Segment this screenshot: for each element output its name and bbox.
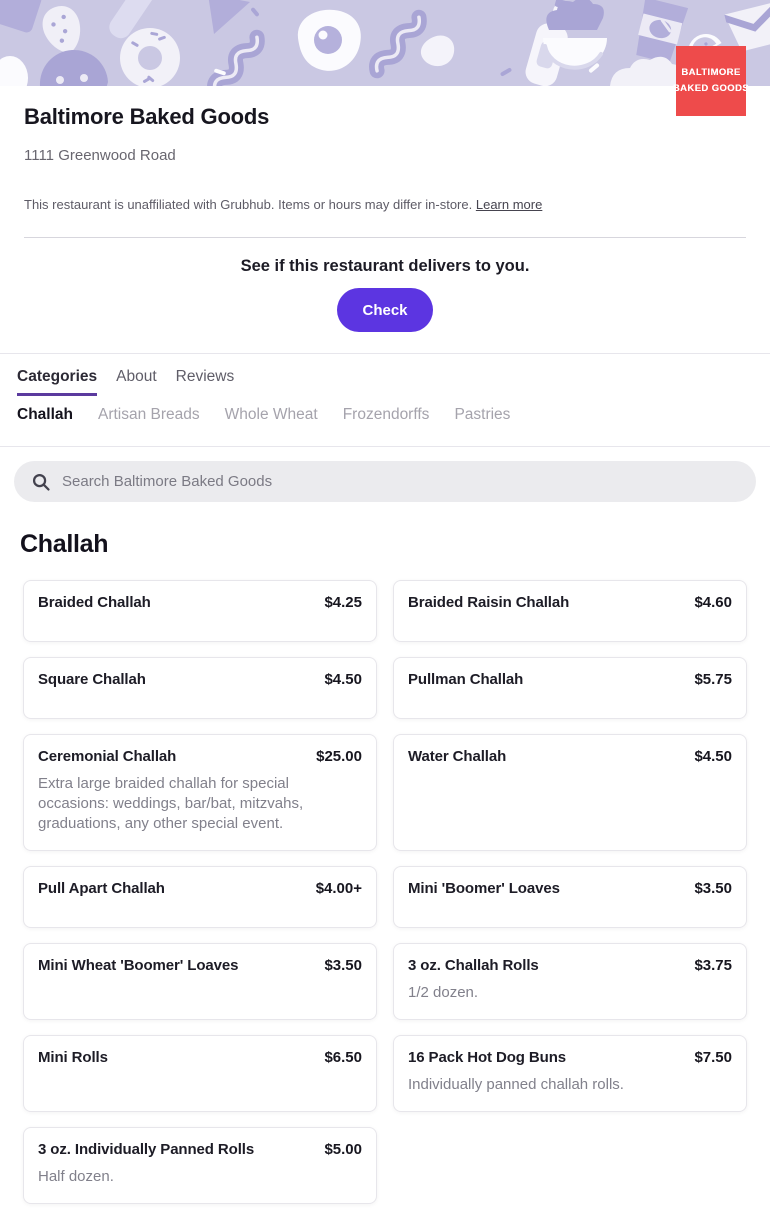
delivery-check-section: See if this restaurant delivers to you. … [0, 257, 770, 353]
menu-item-price: $4.00+ [315, 880, 362, 897]
menu-item-name: Water Challah [408, 748, 507, 765]
page-tabs: Categories About Reviews [0, 354, 770, 396]
menu-item-name: Pull Apart Challah [38, 880, 165, 897]
menu-item-name: 16 Pack Hot Dog Buns [408, 1049, 567, 1066]
check-delivery-button[interactable]: Check [337, 288, 433, 332]
menu-item-description: Individually panned challah rolls. [408, 1076, 624, 1093]
menu-item-name: Mini 'Boomer' Loaves [408, 880, 560, 897]
search-input[interactable] [62, 473, 742, 490]
learn-more-link[interactable]: Learn more [475, 197, 543, 212]
menu-item-card[interactable]: Braided Challah $4.25 [23, 580, 377, 642]
category-tab-pastries[interactable]: Pastries [454, 406, 511, 423]
section-divider-top [0, 353, 770, 354]
menu-item-name: Square Challah [38, 671, 146, 688]
logo-text-line2: BAKED GOODS [672, 82, 750, 94]
menu-item-price: $4.50 [694, 748, 732, 765]
menu-item-card[interactable]: Pullman Challah $5.75 [393, 657, 747, 719]
menu-item-description: 1/2 dozen. [408, 984, 479, 1001]
menu-item-card[interactable]: Ceremonial Challah $25.00 Extra large br… [23, 734, 377, 851]
menu-item-card[interactable]: Square Challah $4.50 [23, 657, 377, 719]
tab-about[interactable]: About [116, 368, 157, 385]
menu-item-card[interactable]: Mini 'Boomer' Loaves $3.50 [393, 866, 747, 928]
menu-item-price: $4.50 [324, 671, 362, 688]
logo-text-line1: BALTIMORE [681, 66, 741, 78]
menu-item-price: $3.50 [324, 957, 362, 974]
menu-item-price: $4.25 [324, 594, 362, 611]
category-tab-whole-wheat[interactable]: Whole Wheat [224, 406, 318, 423]
tab-reviews[interactable]: Reviews [175, 368, 235, 385]
menu-item-card[interactable]: Braided Raisin Challah $4.60 [393, 580, 747, 642]
tab-categories[interactable]: Categories [17, 368, 98, 396]
menu-item-card[interactable]: 3 oz. Challah Rolls $3.75 1/2 dozen. [393, 943, 747, 1020]
disclaimer-text: This restaurant is unaffiliated with Gru… [24, 197, 473, 212]
banner: BALTIMORE BAKED GOODS [0, 0, 770, 116]
category-tab-challah[interactable]: Challah [17, 406, 73, 423]
menu-item-card[interactable]: Mini Rolls $6.50 [23, 1035, 377, 1112]
section-divider-bottom [0, 446, 770, 447]
menu-item-price: $5.00 [324, 1141, 362, 1158]
menu-item-card[interactable]: Mini Wheat 'Boomer' Loaves $3.50 [23, 943, 377, 1020]
disclaimer: This restaurant is unaffiliated with Gru… [24, 197, 746, 212]
menu-item-name: Mini Rolls [38, 1049, 108, 1066]
menu-item-name: Mini Wheat 'Boomer' Loaves [38, 957, 239, 974]
menu-item-card[interactable]: Water Challah $4.50 [393, 734, 747, 851]
menu-item-price: $4.60 [694, 594, 732, 611]
menu-item-price: $3.50 [694, 880, 732, 897]
header-info: Baltimore Baked Goods 1111 Greenwood Roa… [0, 104, 770, 212]
restaurant-address: 1111 Greenwood Road [24, 147, 176, 164]
menu-item-price: $6.50 [324, 1049, 362, 1066]
menu-item-name: Ceremonial Challah [38, 748, 177, 765]
banner-illustration [0, 0, 770, 86]
menu-item-price: $25.00 [316, 748, 362, 765]
menu-item-card[interactable]: 3 oz. Individually Panned Rolls $5.00 Ha… [23, 1127, 377, 1204]
menu-item-name: Braided Raisin Challah [408, 594, 570, 611]
delivery-prompt: See if this restaurant delivers to you. [240, 257, 530, 275]
search-bar[interactable] [14, 461, 756, 502]
category-tabs: Challah Artisan Breads Whole Wheat Froze… [0, 396, 770, 424]
menu-item-price: $7.50 [694, 1049, 732, 1066]
menu-item-description: Half dozen. [38, 1168, 114, 1185]
header-divider [24, 237, 746, 238]
restaurant-name: Baltimore Baked Goods [24, 104, 270, 129]
category-tab-artisan-breads[interactable]: Artisan Breads [97, 406, 200, 423]
menu-item-card[interactable]: 16 Pack Hot Dog Buns $7.50 Individually … [393, 1035, 747, 1112]
menu-item-price: $5.75 [694, 671, 732, 688]
restaurant-logo: BALTIMORE BAKED GOODS [672, 46, 750, 116]
menu-grid: Braided Challah $4.25 Braided Raisin Cha… [23, 580, 747, 1204]
menu-section-title: Challah [20, 530, 109, 558]
menu-item-card[interactable]: Pull Apart Challah $4.00+ [23, 866, 377, 928]
search-icon [32, 473, 50, 491]
menu-item-name: Pullman Challah [408, 671, 524, 688]
menu-item-name: 3 oz. Challah Rolls [408, 957, 539, 974]
menu-item-name: 3 oz. Individually Panned Rolls [38, 1141, 255, 1158]
category-tab-frozendorffs[interactable]: Frozendorffs [342, 406, 430, 423]
menu-item-description: Extra large braided challah for special … [38, 775, 304, 832]
menu-item-name: Braided Challah [38, 594, 151, 611]
menu-item-price: $3.75 [694, 957, 732, 974]
